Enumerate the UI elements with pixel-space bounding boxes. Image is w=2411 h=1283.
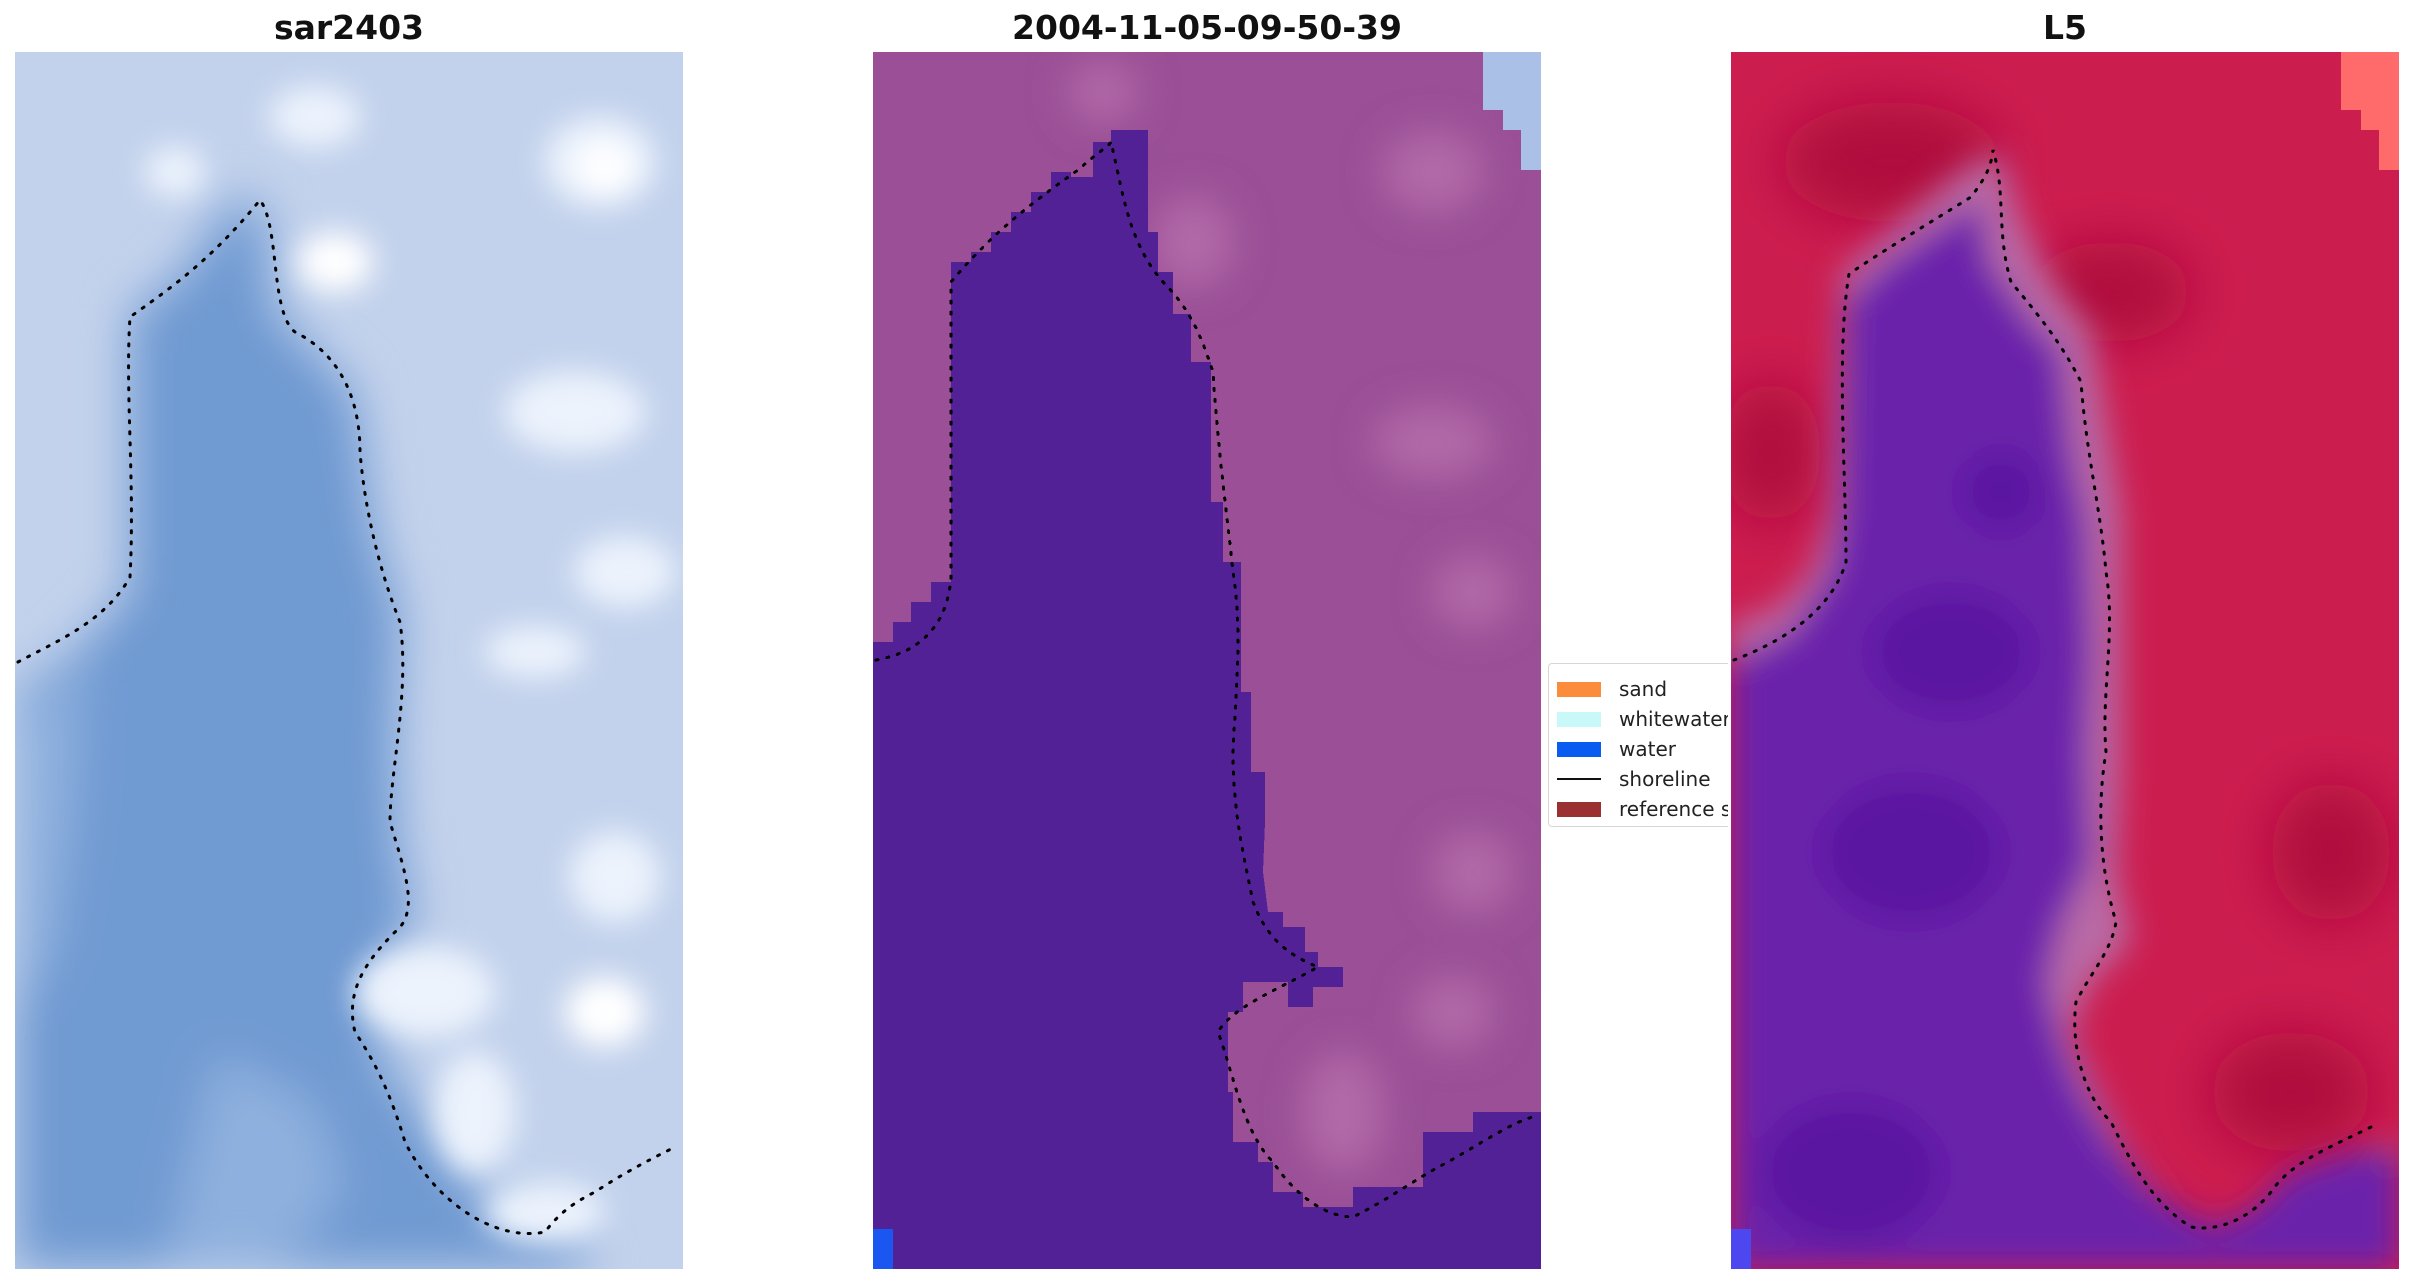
water-swatch-icon [1557, 741, 1601, 757]
shoreline-dots [1732, 149, 2373, 1230]
shoreline-dots [874, 138, 1535, 1219]
legend-label: whitewater [1619, 707, 1728, 731]
legend-item-shoreline: shoreline [1549, 764, 1728, 794]
index-image-panel [1731, 52, 2399, 1269]
legend-item-whitewater: whitewater [1549, 704, 1728, 734]
panel-title-index: L5 [2043, 8, 2087, 47]
reference-shoreline-swatch-icon [1557, 801, 1601, 817]
legend-label: shoreline [1619, 767, 1711, 791]
sand-swatch-icon [1557, 681, 1601, 697]
legend-label: reference shoreline [1619, 797, 1728, 821]
legend-item-water: water [1549, 734, 1728, 764]
legend-label: water [1619, 737, 1676, 761]
shoreline-dots [16, 197, 677, 1235]
whitewater-swatch-icon [1557, 711, 1601, 727]
rgb-image-panel [15, 52, 683, 1269]
legend-item-reference-shoreline: reference shoreline [1549, 794, 1728, 824]
rgb-image [15, 52, 683, 1269]
legend-label: sand [1619, 677, 1668, 701]
panel-title-rgb: sar2403 [273, 8, 425, 47]
panel-title-classified: 2004-11-05-09-50-39 [1012, 8, 1402, 47]
classified-image-panel [873, 52, 1541, 1269]
classified-image [873, 52, 1541, 1269]
shoreline-line-icon [1557, 778, 1601, 780]
index-image [1731, 52, 2399, 1269]
legend: sand whitewater water shoreline referenc… [1548, 663, 1728, 827]
legend-item-sand: sand [1549, 674, 1728, 704]
